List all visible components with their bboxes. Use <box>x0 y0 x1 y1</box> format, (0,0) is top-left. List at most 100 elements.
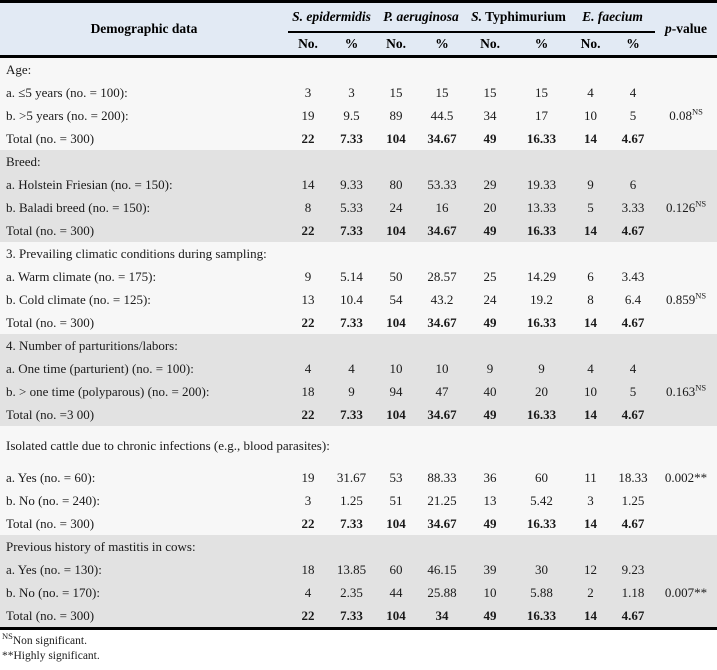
table-row: b. >5 years (no. = 200): 19 9.5 89 44.5 34 17 1… <box>0 104 717 127</box>
cell-percent: 4.67 <box>621 314 645 330</box>
table-row: a. One time (parturient) (no. = 100): 4 4 1… <box>0 357 717 380</box>
pvalue-cell: 0.163NS <box>665 382 707 399</box>
cell-percent: 31.67 <box>336 469 367 485</box>
footnote: **Highly significant. <box>2 649 100 662</box>
cell-count: 49 <box>483 314 497 330</box>
cell-count: 49 <box>483 515 497 531</box>
cell-percent: 3.33 <box>621 199 645 215</box>
table-row: b. > one time (polyparous) (no. = 200): 1… <box>0 380 717 403</box>
cell-percent: 16 <box>435 199 449 215</box>
demographic-data-header: Demographic data <box>0 1 288 58</box>
cell-percent: 14.29 <box>526 268 557 284</box>
cell-percent: 10.4 <box>340 291 363 307</box>
cell-percent: 5.42 <box>530 492 553 508</box>
cell-percent: 3.43 <box>621 268 645 284</box>
cell-count: 19 <box>301 107 315 123</box>
cell-count: 9 <box>304 268 312 284</box>
section-label: 3. Prevailing climatic conditions during… <box>6 245 267 261</box>
pvalue-cell <box>655 604 717 629</box>
section-label: Previous history of mastitis in cows: <box>6 538 196 554</box>
cell-percent: 2.35 <box>340 584 363 600</box>
cell-percent: 5.33 <box>340 199 363 215</box>
cell-percent: 34.67 <box>427 314 457 330</box>
row-label: Total (no. = 300) <box>6 515 95 531</box>
row-label: a. Yes (no. = 130): <box>6 561 102 577</box>
cell-count: 14 <box>584 130 598 146</box>
cell-percent: 10 <box>435 360 449 376</box>
cell-percent: 6 <box>629 176 637 192</box>
cell-count: 22 <box>301 314 315 330</box>
cell-percent: 16.33 <box>526 515 557 531</box>
row-label: Total (no. = 300) <box>6 314 95 330</box>
row-label: Total (no. =3 00) <box>6 406 95 422</box>
pvalue-superscript: NS <box>691 106 703 117</box>
cell-count: 104 <box>386 515 406 531</box>
table-row: b. Baladi breed (no. = 150): 8 5.33 24 16 20 1… <box>0 196 717 219</box>
cell-percent: 44.5 <box>430 107 454 123</box>
row-label: b. No (no. = 170): <box>6 584 100 600</box>
cell-count: 49 <box>483 222 497 238</box>
cell-percent: 60 <box>535 469 549 485</box>
cell-percent: 28.57 <box>427 268 457 284</box>
table-row: Total (no. = 300) 22 7.33 104 34 49 16.33 14 4.6… <box>0 604 717 629</box>
cell-count: 18 <box>301 561 315 577</box>
cell-percent: 30 <box>535 561 549 577</box>
table-row: b. No (no. = 240): 3 1.25 51 21.25 13 5.42 3 1.2… <box>0 489 717 512</box>
cell-percent: 16.33 <box>526 406 557 422</box>
cell-count: 50 <box>389 268 403 284</box>
cell-count: 22 <box>301 130 315 146</box>
cell-count: 12 <box>584 561 598 577</box>
cell-percent: 1.25 <box>340 492 363 508</box>
cell-count: 25 <box>483 268 497 284</box>
cell-count: 10 <box>483 584 497 600</box>
group-header-row: Demographic data S. epidermidis P. aerug… <box>0 1 717 58</box>
cell-count: 89 <box>389 107 403 123</box>
section-header-row: Previous history of mastitis in cows: <box>0 535 717 558</box>
cell-percent: 53.33 <box>427 176 457 192</box>
pvalue-cell <box>655 489 717 512</box>
row-label: a. Holstein Friesian (no. = 150): <box>6 176 173 192</box>
cell-count: 8 <box>587 291 594 307</box>
pvalue-cell <box>655 265 717 288</box>
subheader-no: No. <box>288 32 328 58</box>
section-label: Age: <box>6 61 32 77</box>
cell-percent: 16.33 <box>526 607 557 623</box>
cell-percent: 19.2 <box>530 291 553 307</box>
organism-header-s-epidermidis: S. epidermidis <box>288 1 376 33</box>
table-row: a. Holstein Friesian (no. = 150): 14 9.33 8… <box>0 173 717 196</box>
cell-count: 80 <box>389 176 403 192</box>
cell-percent: 4.67 <box>621 607 645 623</box>
cell-percent: 21.25 <box>427 492 457 508</box>
cell-count: 13 <box>483 492 497 508</box>
cell-count: 22 <box>301 607 315 623</box>
cell-count: 2 <box>587 584 594 600</box>
pvalue-superscript: NS <box>695 382 707 393</box>
cell-count: 36 <box>483 469 497 485</box>
cell-count: 9 <box>486 360 494 376</box>
pvalue-superscript: NS <box>695 198 707 209</box>
table-row: a. Yes (no. = 60): 19 31.67 53 88.33 36 60 11 18… <box>0 466 717 489</box>
row-label: Total (no. = 300) <box>6 607 95 623</box>
cell-count: 10 <box>584 383 598 399</box>
subheader-pct: % <box>611 32 656 58</box>
cell-percent: 4.67 <box>621 222 645 238</box>
cell-count: 49 <box>483 607 497 623</box>
cell-count: 14 <box>584 406 598 422</box>
cell-percent: 7.33 <box>340 607 363 623</box>
subheader-pct: % <box>417 32 468 58</box>
section-label: Breed: <box>6 153 41 169</box>
cell-percent: 4 <box>629 84 637 100</box>
cell-percent: 34.67 <box>427 515 457 531</box>
cell-count: 4 <box>587 360 594 376</box>
cell-percent: 19.33 <box>526 176 557 192</box>
cell-count: 3 <box>304 492 312 508</box>
cell-percent: 4 <box>629 360 637 376</box>
cell-percent: 7.33 <box>340 314 363 330</box>
cell-count: 4 <box>304 584 312 600</box>
section-label: 4. Number of parturitions/labors: <box>6 337 178 353</box>
subheader-no: No. <box>467 32 514 58</box>
cell-percent: 13.85 <box>336 561 367 577</box>
cell-percent: 9.33 <box>340 176 363 192</box>
cell-percent: 4.67 <box>621 130 645 146</box>
cell-count: 14 <box>584 222 598 238</box>
